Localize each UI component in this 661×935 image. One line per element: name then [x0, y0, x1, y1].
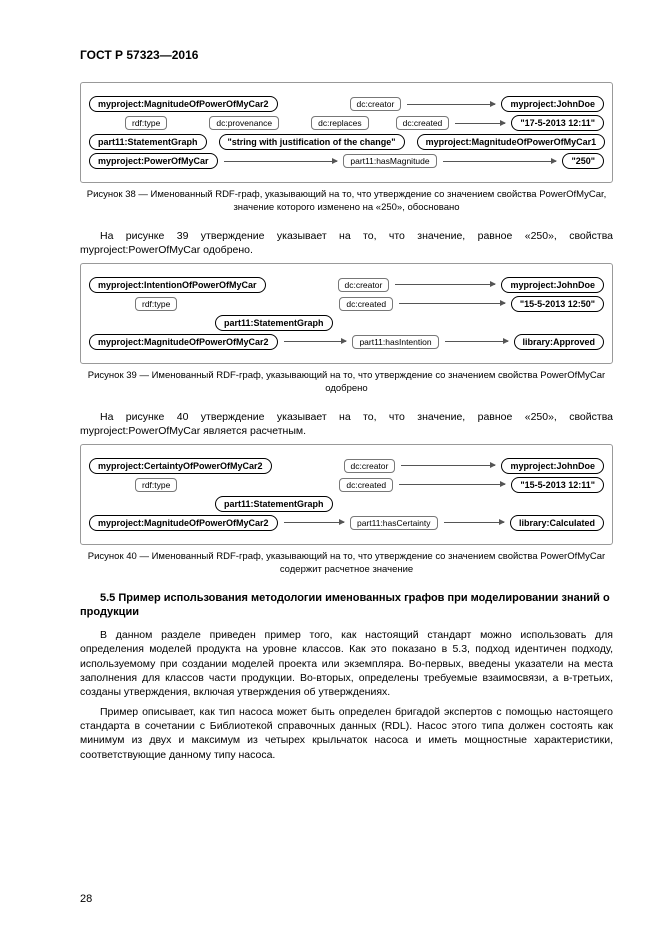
- edge-label: rdf:type: [125, 116, 167, 130]
- edge-label: dc:created: [396, 116, 450, 130]
- arrow-icon: [444, 522, 504, 523]
- edge-label: dc:creator: [344, 459, 396, 473]
- node: part11:StatementGraph: [89, 134, 207, 150]
- node: myproject:JohnDoe: [501, 96, 604, 112]
- node: myproject:PowerOfMyCar: [89, 153, 218, 169]
- page: ГОСТ Р 57323—2016 myproject:MagnitudeOfP…: [0, 0, 661, 935]
- arrow-icon: [455, 123, 505, 124]
- node: myproject:JohnDoe: [501, 458, 604, 474]
- edge-label: part11:hasIntention: [352, 335, 438, 349]
- node: "250": [562, 153, 604, 169]
- arrow-icon: [401, 465, 495, 466]
- arrow-icon: [224, 161, 338, 162]
- node: "15-5-2013 12:11": [511, 477, 604, 493]
- node: myproject:IntentionOfPowerOfMyCar: [89, 277, 266, 293]
- paragraph: Пример описывает, как тип насоса может б…: [80, 705, 613, 762]
- node: library:Approved: [514, 334, 605, 350]
- node: myproject:MagnitudeOfPowerOfMyCar2: [89, 96, 278, 112]
- arrow-icon: [395, 284, 495, 285]
- node: myproject:MagnitudeOfPowerOfMyCar2: [89, 334, 278, 350]
- edge-label: part11:hasMagnitude: [343, 154, 436, 168]
- paragraph: На рисунке 40 утверждение указывает на т…: [80, 410, 613, 438]
- arrow-icon: [407, 104, 495, 105]
- edge-label: dc:creator: [350, 97, 402, 111]
- edge-label: dc:replaces: [311, 116, 368, 130]
- figure-39-diagram: myproject:IntentionOfPowerOfMyCar dc:cre…: [80, 263, 613, 364]
- edge-label: dc:creator: [338, 278, 390, 292]
- figure-40-diagram: myproject:CertaintyOfPowerOfMyCar2 dc:cr…: [80, 444, 613, 545]
- arrow-icon: [443, 161, 557, 162]
- node: myproject:MagnitudeOfPowerOfMyCar2: [89, 515, 278, 531]
- arrow-icon: [284, 522, 344, 523]
- edge-label: dc:created: [339, 297, 393, 311]
- section-5-5-heading: 5.5 Пример использования методологии име…: [80, 591, 613, 621]
- node: part11:StatementGraph: [215, 496, 333, 512]
- figure-40-caption: Рисунок 40 — Именованный RDF-граф, указы…: [80, 551, 613, 577]
- edge-label: dc:provenance: [209, 116, 279, 130]
- node: library:Calculated: [510, 515, 604, 531]
- edge-label: dc:created: [339, 478, 393, 492]
- page-number: 28: [80, 893, 92, 905]
- edge-label: rdf:type: [135, 478, 177, 492]
- node: myproject:MagnitudeOfPowerOfMyCar1: [417, 134, 606, 150]
- node: myproject:JohnDoe: [501, 277, 604, 293]
- arrow-icon: [284, 341, 347, 342]
- arrow-icon: [399, 303, 505, 304]
- node: "17-5-2013 12:11": [511, 115, 604, 131]
- node: "string with justification of the change…: [219, 134, 405, 150]
- figure-38-diagram: myproject:MagnitudeOfPowerOfMyCar2 dc:cr…: [80, 82, 613, 183]
- node: part11:StatementGraph: [215, 315, 333, 331]
- node: "15-5-2013 12:50": [511, 296, 604, 312]
- node: myproject:CertaintyOfPowerOfMyCar2: [89, 458, 272, 474]
- arrow-icon: [399, 484, 505, 485]
- arrow-icon: [445, 341, 508, 342]
- figure-39-caption: Рисунок 39 — Именованный RDF-граф, указы…: [80, 370, 613, 396]
- figure-38-caption: Рисунок 38 — Именованный RDF-граф, указы…: [80, 189, 613, 215]
- doc-header: ГОСТ Р 57323—2016: [80, 48, 613, 62]
- paragraph: На рисунке 39 утверждение указывает на т…: [80, 229, 613, 257]
- edge-label: rdf:type: [135, 297, 177, 311]
- edge-label: part11:hasCertainty: [350, 516, 438, 530]
- paragraph: В данном разделе приведен пример того, к…: [80, 628, 613, 699]
